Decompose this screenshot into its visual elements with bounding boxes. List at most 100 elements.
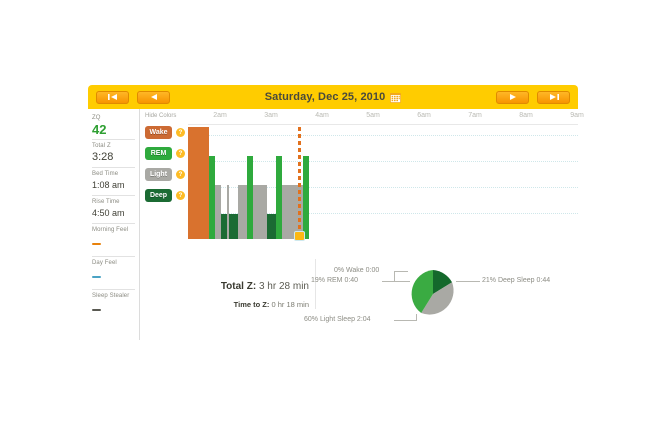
total-z-row: Total Z: 3 hr 28 min [188,281,309,292]
time-cursor-line [298,127,301,233]
gridline [188,135,578,136]
stat-bed-time: Bed Time 1:08 am [92,168,135,196]
leader-line-wake-vert [394,271,395,281]
leader-line-wake [394,271,408,272]
help-icon-wake[interactable]: ? [176,128,185,137]
stat-value: 42 [92,122,107,137]
hypnogram-bar [215,127,218,239]
legend-item-wake[interactable]: Wake ? [145,126,188,139]
hypnogram-bar [294,127,297,239]
hypnogram-bar [273,127,276,239]
totals-block: Total Z: 3 hr 28 min Time to Z: 0 hr 18 … [188,259,316,309]
hypnogram-bar [291,127,294,239]
pie-label-rem: 19% REM 0:40 [311,277,359,284]
stage-legend: Hide Colors Wake ? REM ? Light ? Deep ? [140,109,188,340]
pie-slice-light[interactable] [421,282,454,315]
gridline [188,187,578,188]
axis-tick-label: 7am [468,112,482,119]
legend-chip-rem[interactable]: REM [145,147,172,160]
hypnogram-bar [221,127,224,239]
hypnogram-bar [256,127,258,239]
toolbar-right-buttons [496,90,570,104]
hypnogram-bar [244,127,247,239]
hypnogram-bar [282,127,285,239]
axis-tick-label: 9am [570,112,584,119]
leader-line-light-vert [416,314,417,321]
hypnogram-bar [206,127,209,239]
legend-chip-wake[interactable]: Wake [145,126,172,139]
pie-slice-rem[interactable] [411,270,433,314]
summary-section: Total Z: 3 hr 28 min Time to Z: 0 hr 18 … [188,259,578,337]
skip-to-last-icon [549,94,559,100]
hypnogram-bar [264,127,267,239]
hypnogram-bar [241,127,244,239]
legend-chip-light[interactable]: Light [145,168,172,181]
previous-arrow-icon [150,94,157,100]
hypnogram-bar [238,127,241,239]
pie-slice-deep[interactable] [433,270,453,294]
legend-chip-deep[interactable]: Deep [145,189,172,202]
axis-tick-label: 2am [213,112,227,119]
legend-item-light[interactable]: Light ? [145,168,188,181]
hypnogram-bar [200,127,203,239]
hypnogram-bar [261,127,264,239]
axis-tick-label: 5am [366,112,380,119]
hypnogram-bar [258,127,261,239]
pie-label-deep: 21% Deep Sleep 0:44 [482,277,551,284]
stat-zq: ZQ 42 [92,112,135,140]
sleep-composition-pie-chart[interactable] [408,269,458,319]
hypnogram-bar [203,127,206,239]
hypnogram-bar [224,127,227,239]
skip-to-first-icon [107,94,117,100]
stat-label: Bed Time [92,171,119,177]
sleep-stealer-dash-icon [92,309,101,311]
pie-label-light: 60% Light Sleep 2:04 [304,316,371,323]
hypnogram-bar [212,127,215,239]
pie-label-wake: 0% Wake 0:00 [334,267,380,274]
hypnogram-bar [197,127,200,239]
time-axis: 2am 3am 4am 5am 6am 7am 8am 9am [188,109,584,125]
help-icon-light[interactable]: ? [176,170,185,179]
hypnogram-bar [250,127,253,239]
legend-item-deep[interactable]: Deep ? [145,189,188,202]
skip-to-last-button[interactable] [537,90,570,104]
hypnogram-bar [276,127,279,239]
hypnogram-bar [218,127,221,239]
leader-line-rem [382,281,410,282]
previous-day-button[interactable] [137,90,170,104]
stat-day-feel: Day Feel [92,257,135,290]
hypnogram-bar [191,127,194,239]
legend-item-rem[interactable]: REM ? [145,147,188,160]
hypnogram-bar [285,127,288,239]
hypnogram[interactable] [188,127,578,241]
calendar-icon[interactable] [390,92,402,103]
hypnogram-bar [227,127,229,239]
hypnogram-bar [288,127,291,239]
axis-tick-label: 4am [315,112,329,119]
skip-to-first-button[interactable] [96,90,129,104]
stats-sidebar: ZQ 42 Total Z 3:28 Bed Time 1:08 am Rise… [88,109,140,340]
day-feel-dash-icon [92,276,101,278]
stat-sleep-stealer: Sleep Stealer [92,290,135,322]
time-to-z-value: 0 hr 18 min [271,300,309,309]
morning-feel-dash-icon [92,243,101,245]
hypnogram-bar [253,127,256,239]
toolbar-left-buttons [96,90,170,104]
stat-label: Day Feel [92,260,117,266]
stat-value: 1:08 am [92,180,125,190]
time-cursor-handle[interactable] [294,231,305,241]
help-icon-rem[interactable]: ? [176,149,185,158]
help-icon-deep[interactable]: ? [176,191,185,200]
hypnogram-bar [303,127,306,239]
total-z-value: 3 hr 28 min [258,281,309,292]
axis-rule [188,124,578,125]
stat-label: Morning Feel [92,227,129,233]
hide-colors-label[interactable]: Hide Colors [145,113,177,119]
sleep-composition-pie-block: 0% Wake 0:00 19% REM 0:40 21% Deep Sleep… [304,259,578,337]
date-toolbar: Saturday, Dec 25, 2010 [88,85,578,109]
page-title: Saturday, Dec 25, 2010 [264,91,386,103]
stat-value: 4:50 am [92,208,125,218]
hypnogram-bar [188,127,191,239]
time-to-z-label: Time to Z: [233,300,270,309]
next-day-button[interactable] [496,90,529,104]
